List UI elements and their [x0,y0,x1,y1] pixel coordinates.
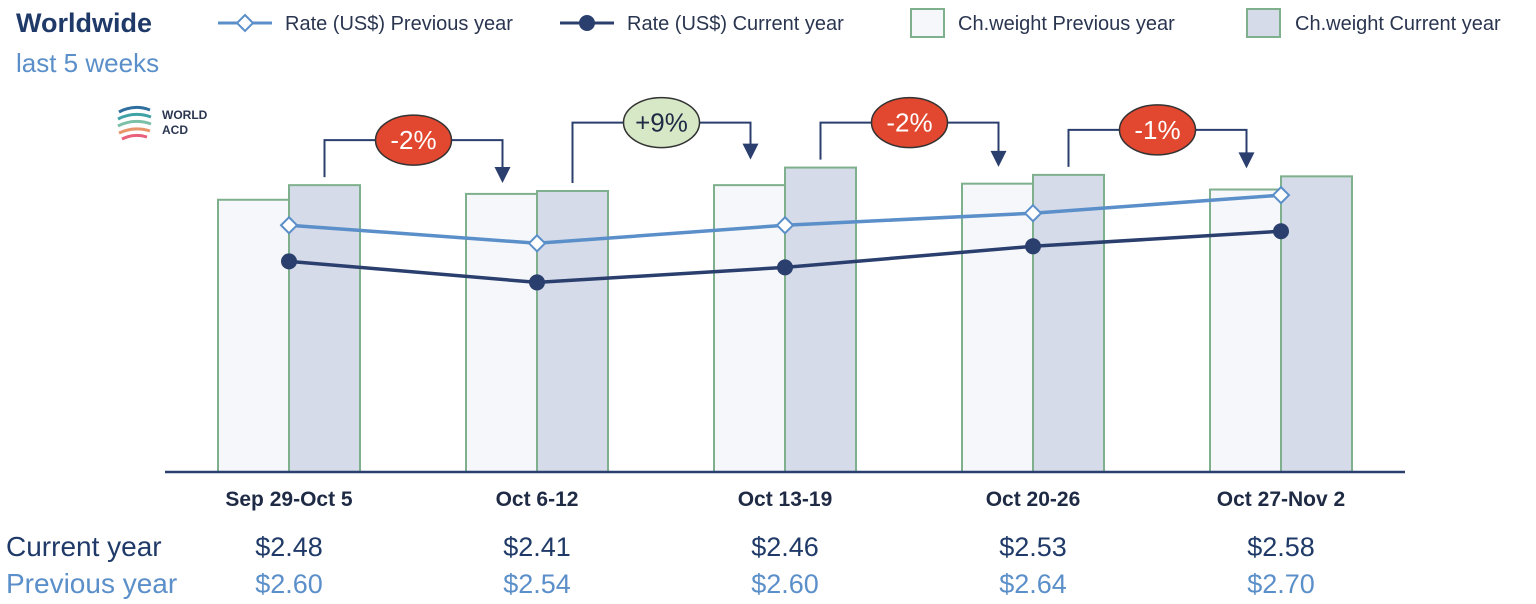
globe-swoosh-icon [117,105,152,141]
table-value-previous: $2.70 [1247,569,1315,599]
table-row-label-current: Current year [6,531,162,562]
world-acd-logo: WORLD ACD [117,105,208,141]
table-value-previous: $2.54 [503,569,571,599]
change-badge-label: -2% [390,125,436,155]
rate-current-point [777,259,793,276]
legend: Rate (US$) Previous year Rate (US$) Curr… [218,8,1501,38]
legend-label-weight-current: Ch.weight Current year [1295,13,1501,35]
rate-previous-point [1271,185,1291,205]
table-value-current: $2.53 [999,532,1067,562]
labels-layer: Sep 29-Oct 5 $2.48 $2.60 Oct 6-12 $2.41 $2.54… [225,488,1345,599]
change-badge [1118,104,1197,156]
legend-label-rate-current: Rate (US$) Current year [627,13,844,35]
rate-previous-point [279,215,299,235]
table-value-current: $2.46 [751,532,819,562]
logo-line2: ACD [162,123,188,137]
table-value-current: $2.58 [1247,532,1315,562]
change-badge-label: -1% [1134,115,1180,145]
table-row-label-previous: Previous year [6,568,177,599]
change-connector: -2% [323,114,511,183]
bar-weight-previous [713,184,786,474]
bar-weight-previous [465,192,538,473]
rate-previous-point [775,215,795,235]
change-connector: -1% [1067,104,1255,169]
changes-layer: -2% +9% -2% -1% [323,96,1255,183]
change-connector: +9% [571,96,759,183]
arrow-down-icon [494,166,511,183]
rate-current-point [281,253,297,270]
legend-label-rate-previous: Rate (US$) Previous year [285,13,513,35]
arrow-down-icon [1238,152,1255,169]
rate-current-point [1025,238,1041,255]
bar-swatch-previous-icon [910,8,945,38]
lines-layer [279,185,1291,291]
bar-weight-previous [1209,188,1282,473]
legend-label-weight-previous: Ch.weight Previous year [958,13,1175,35]
rate-current-point [1273,223,1289,240]
bar-weight-current [1032,173,1105,474]
table-value-current: $2.48 [255,532,323,562]
x-tick-label: Oct 20-26 [986,488,1081,511]
change-badge [374,114,453,166]
table-value-previous: $2.64 [999,569,1067,599]
rate-previous-point [527,233,547,253]
legend-item-weight-previous: Ch.weight Previous year [910,8,1175,38]
table-value-previous: $2.60 [751,569,819,599]
rate-current-point [529,274,545,291]
change-badge [622,96,701,149]
x-tick-label: Sep 29-Oct 5 [225,488,353,511]
chart-subtitle: last 5 weeks [16,48,159,78]
logo-line1: WORLD [162,108,208,122]
x-tick-label: Oct 6-12 [496,488,579,511]
bar-weight-previous [217,198,290,473]
bar-weight-previous [961,182,1034,473]
change-connector: -2% [819,96,1007,167]
table-value-current: $2.41 [503,532,571,562]
dot-marker-icon [579,15,595,31]
x-tick-label: Oct 13-19 [738,488,833,511]
rate-previous-point [1023,203,1043,223]
bar-swatch-current-icon [1246,8,1281,38]
bar-weight-current [288,184,361,474]
bar-weight-current [784,166,857,473]
legend-item-weight-current: Ch.weight Current year [1246,8,1501,38]
chart-title: Worldwide [16,8,152,38]
diamond-marker-icon [235,13,255,33]
bar-weight-current [536,189,609,473]
legend-item-rate-current: Rate (US$) Current year [560,13,844,35]
arrow-down-icon [742,143,759,160]
table-value-previous: $2.60 [255,569,323,599]
bar-weight-current [1280,175,1353,473]
arrow-down-icon [990,150,1007,167]
x-tick-label: Oct 27-Nov 2 [1217,488,1345,511]
bars-layer [217,166,1353,474]
change-badge-label: -2% [886,108,932,138]
change-badge [870,96,949,149]
legend-item-rate-previous: Rate (US$) Previous year [218,13,513,35]
change-badge-label: +9% [635,108,688,138]
